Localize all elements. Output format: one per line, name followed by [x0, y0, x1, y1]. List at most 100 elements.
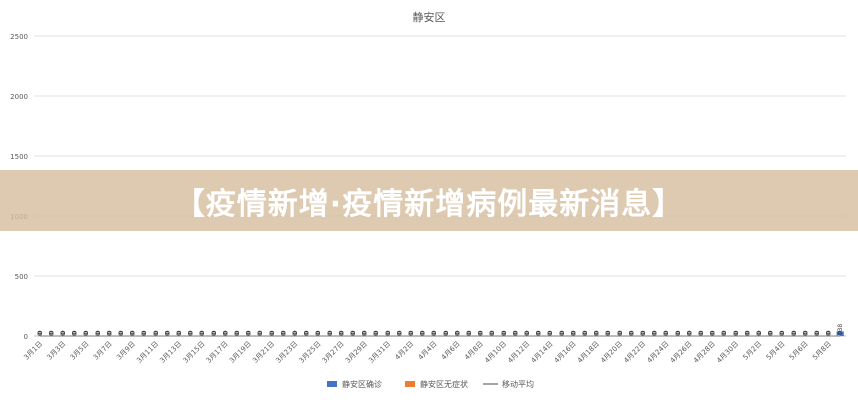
- data-label-confirmed: 0: [512, 332, 519, 336]
- x-tick-label: 5月2日: [742, 340, 764, 362]
- bar-confirmed: [836, 331, 844, 336]
- data-label-asymptomatic: 0: [233, 330, 241, 335]
- x-tick-label: 3月13日: [158, 340, 183, 365]
- data-label-confirmed: 0: [478, 332, 485, 336]
- x-tick-label: 3月9日: [115, 340, 137, 362]
- data-label-asymptomatic: 0: [453, 330, 461, 335]
- data-label-confirmed: 0: [222, 332, 229, 336]
- data-label-asymptomatic: 0: [221, 330, 229, 335]
- data-label-confirmed: 0: [280, 332, 287, 336]
- x-tick-label: 3月11日: [135, 340, 160, 365]
- legend[interactable]: 静安区确诊 静安区无症状 移动平均: [327, 379, 534, 389]
- data-label-confirmed: 0: [350, 332, 357, 336]
- data-label-asymptomatic: 0: [500, 330, 508, 335]
- data-label-confirmed: 0: [164, 332, 171, 336]
- data-label-asymptomatic: 0: [163, 330, 171, 335]
- data-label-confirmed: 0: [153, 332, 160, 336]
- data-label-asymptomatic: 0: [337, 330, 345, 335]
- data-label-confirmed: 0: [269, 332, 276, 336]
- data-label-asymptomatic: 0: [419, 330, 427, 335]
- data-label-confirmed: 0: [304, 332, 311, 336]
- data-label-asymptomatic: 0: [523, 330, 531, 335]
- data-label-asymptomatic: 0: [198, 330, 206, 335]
- data-label-confirmed: 0: [779, 332, 786, 336]
- data-label-confirmed: 38: [837, 324, 844, 332]
- x-tick-label: 4月22日: [622, 340, 647, 365]
- data-label-asymptomatic: 0: [314, 330, 322, 335]
- x-tick-label: 3月5日: [69, 340, 91, 362]
- data-label-asymptomatic: 0: [94, 330, 102, 335]
- data-label-asymptomatic: 0: [36, 330, 44, 335]
- data-label-asymptomatic: 0: [627, 330, 635, 335]
- data-label-asymptomatic: 0: [488, 330, 496, 335]
- data-label-confirmed: 0: [640, 332, 647, 336]
- data-label-confirmed: 0: [37, 332, 44, 336]
- data-label-confirmed: 0: [617, 332, 624, 336]
- x-tick-label: 3月23日: [274, 340, 299, 365]
- data-label-asymptomatic: 0: [59, 330, 67, 335]
- data-label-confirmed: 0: [710, 332, 717, 336]
- data-label-confirmed: 0: [675, 332, 682, 336]
- data-label-asymptomatic: 0: [82, 330, 90, 335]
- data-label-asymptomatic: 0: [558, 330, 566, 335]
- x-tick-label: 4月18日: [576, 340, 601, 365]
- data-label-confirmed: 0: [547, 332, 554, 336]
- data-label-asymptomatic: 0: [651, 330, 659, 335]
- data-label-asymptomatic: 0: [140, 330, 148, 335]
- x-tick-label: 3月31日: [367, 340, 392, 365]
- data-label-confirmed: 0: [408, 332, 415, 336]
- data-label-asymptomatic: 0: [825, 330, 833, 335]
- x-tick-label: 3月3日: [46, 340, 68, 362]
- data-label-confirmed: 0: [686, 332, 693, 336]
- legend-swatch-asymptomatic: [405, 381, 415, 387]
- data-label-confirmed: 0: [257, 332, 264, 336]
- data-label-asymptomatic: 0: [268, 330, 276, 335]
- data-label-asymptomatic: 0: [210, 330, 218, 335]
- data-label-confirmed: 0: [246, 332, 253, 336]
- data-label-asymptomatic: 0: [674, 330, 682, 335]
- data-label-confirmed: 0: [594, 332, 601, 336]
- legend-label-confirmed: 静安区确诊: [342, 379, 382, 389]
- data-label-confirmed: 0: [605, 332, 612, 336]
- data-label-confirmed: 0: [48, 332, 55, 336]
- x-tick-label: 3月21日: [251, 340, 276, 365]
- data-label-confirmed: 0: [733, 332, 740, 336]
- data-label-confirmed: 0: [744, 332, 751, 336]
- data-label-asymptomatic: 0: [535, 330, 543, 335]
- data-label-asymptomatic: 0: [407, 330, 415, 335]
- data-label-confirmed: 0: [338, 332, 345, 336]
- data-label-confirmed: 0: [373, 332, 380, 336]
- data-label-asymptomatic: 0: [697, 330, 705, 335]
- data-label-asymptomatic: 0: [372, 330, 380, 335]
- x-tick-label: 4月30日: [715, 340, 740, 365]
- x-tick-label: 4月28日: [692, 340, 717, 365]
- data-label-asymptomatic: 0: [662, 330, 670, 335]
- x-tick-label: 5月8日: [811, 340, 833, 362]
- data-label-asymptomatic: 0: [743, 330, 751, 335]
- data-label-confirmed: 0: [628, 332, 635, 336]
- data-label-asymptomatic: 0: [546, 330, 554, 335]
- data-label-confirmed: 0: [756, 332, 763, 336]
- data-label-confirmed: 0: [362, 332, 369, 336]
- data-label-confirmed: 0: [721, 332, 728, 336]
- data-label-confirmed: 0: [652, 332, 659, 336]
- data-label-confirmed: 0: [570, 332, 577, 336]
- data-label-confirmed: 0: [60, 332, 67, 336]
- data-label-confirmed: 0: [814, 332, 821, 336]
- data-label-asymptomatic: 0: [303, 330, 311, 335]
- y-tick-label: 1500: [10, 153, 28, 161]
- y-tick-label: 0: [24, 333, 28, 341]
- data-label-confirmed: 0: [663, 332, 670, 336]
- data-label-confirmed: 0: [466, 332, 473, 336]
- data-label-asymptomatic: 0: [639, 330, 647, 335]
- data-label-asymptomatic: 0: [465, 330, 473, 335]
- data-label-confirmed: 0: [698, 332, 705, 336]
- data-label-asymptomatic: 0: [778, 330, 786, 335]
- data-label-confirmed: 0: [768, 332, 775, 336]
- data-label-asymptomatic: 0: [709, 330, 717, 335]
- data-label-asymptomatic: 0: [569, 330, 577, 335]
- data-label-confirmed: 0: [118, 332, 125, 336]
- data-label-asymptomatic: 0: [175, 330, 183, 335]
- data-label-confirmed: 0: [385, 332, 392, 336]
- data-label-confirmed: 0: [188, 332, 195, 336]
